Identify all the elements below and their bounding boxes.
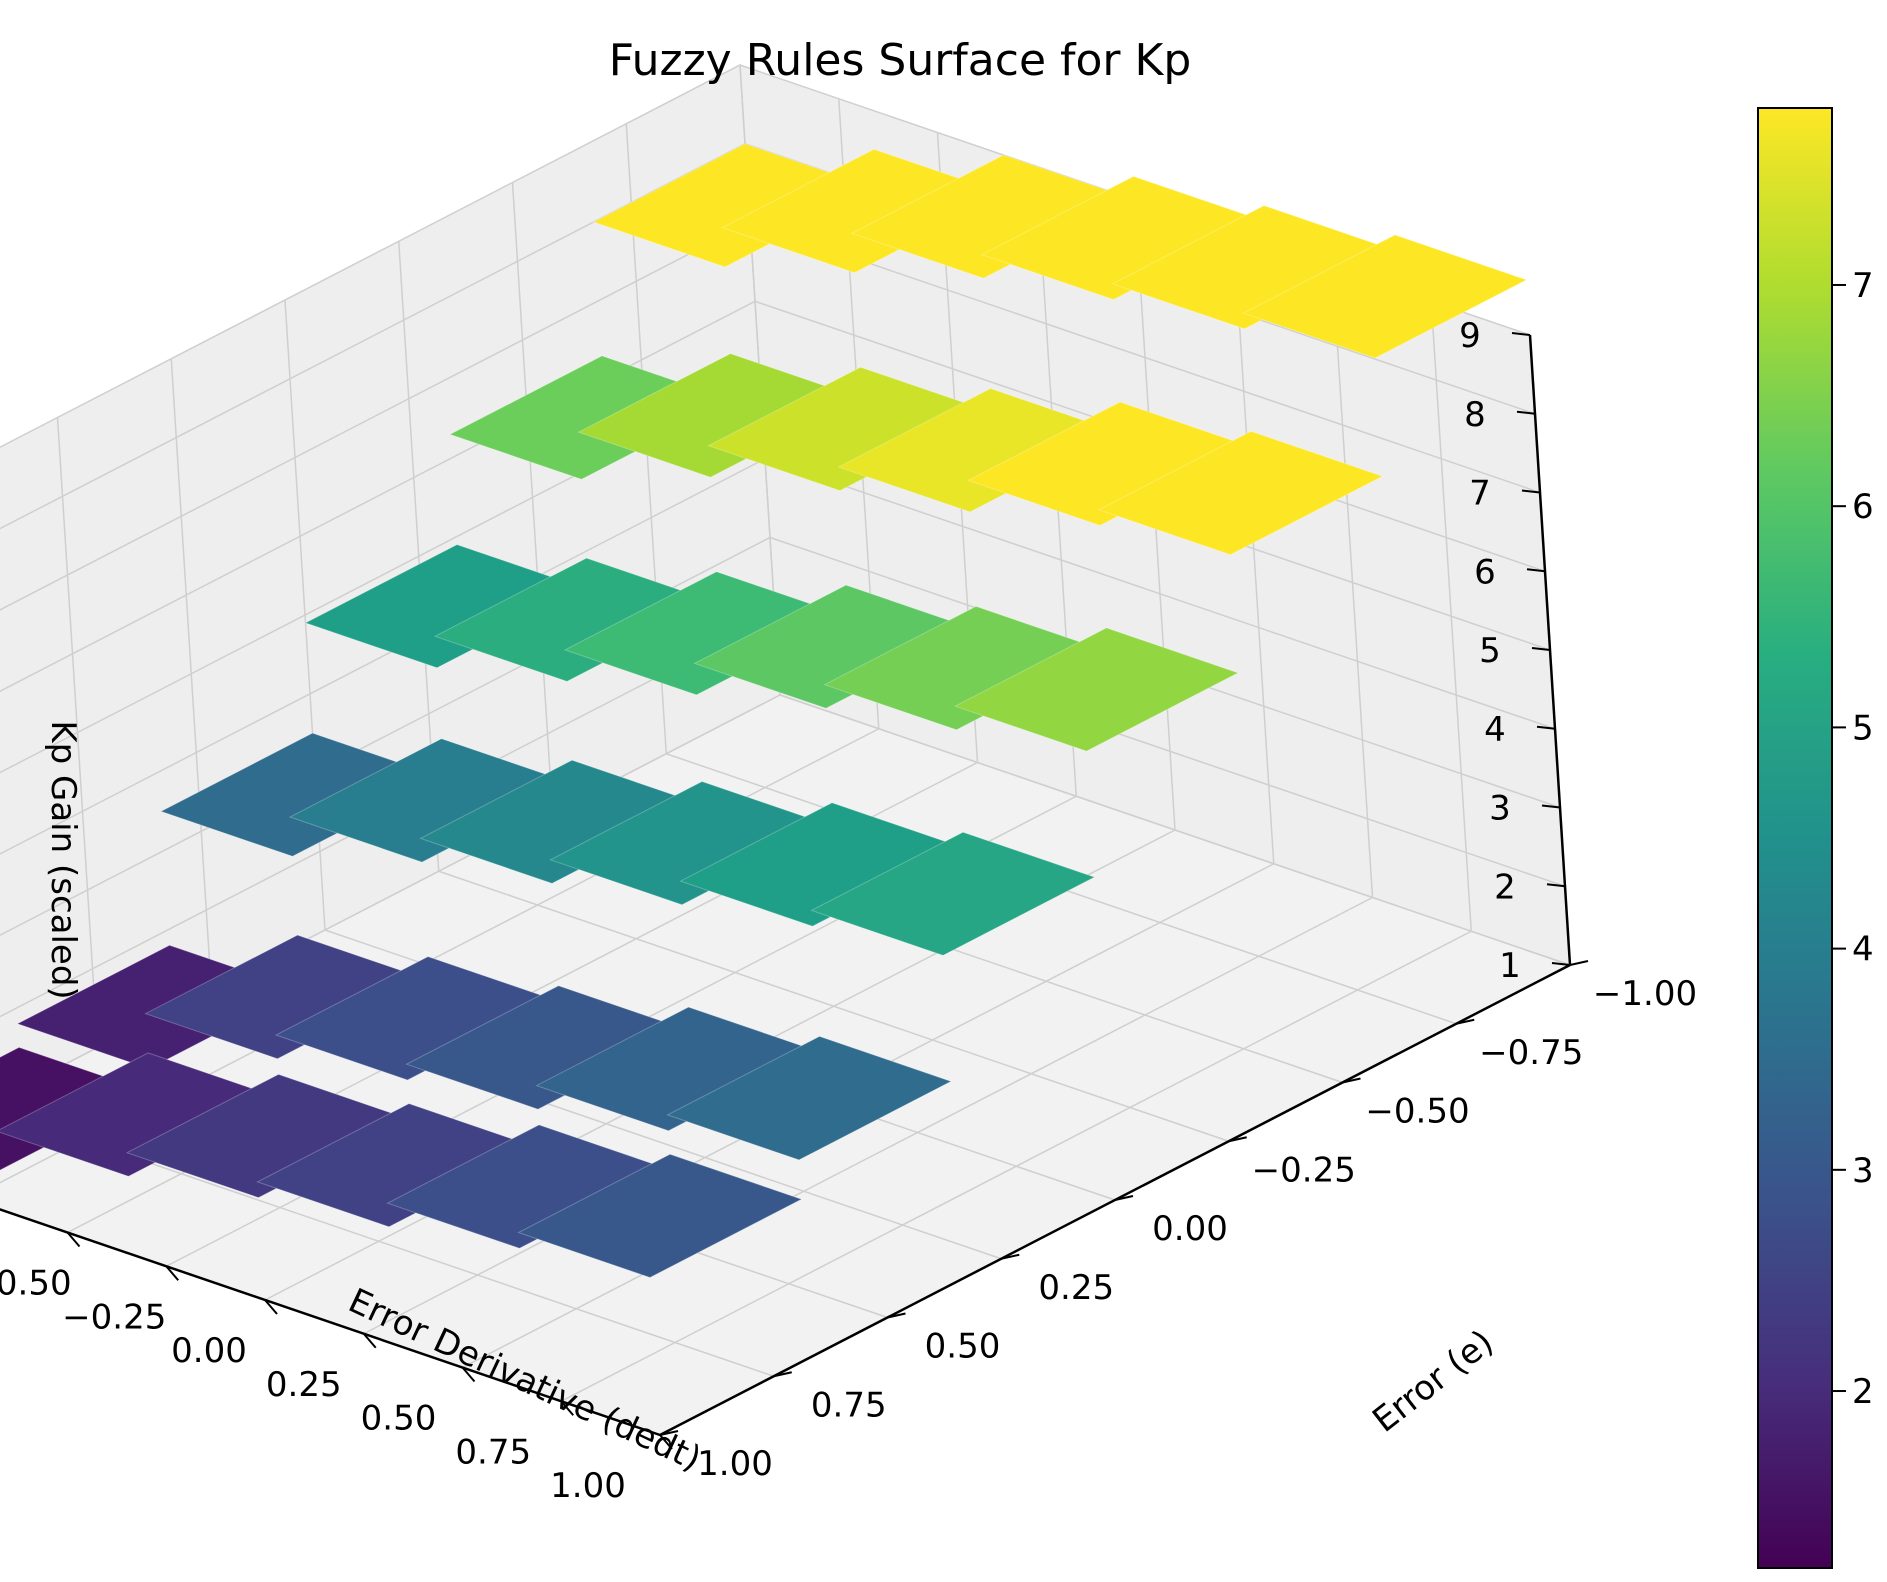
x-tick: [362, 1333, 377, 1349]
y-tick-label: 1.00: [697, 1444, 773, 1484]
surface-patch: [144, 934, 431, 1060]
colorbar: [1757, 107, 1833, 1569]
grid-line: [462, 896, 1373, 1369]
x-tick: [264, 1299, 278, 1315]
surface-patch: [405, 985, 692, 1110]
surface-patch: [288, 738, 575, 863]
z-tick: [1546, 883, 1566, 888]
z-tick-label: 2: [1494, 867, 1516, 907]
colorbar-tick-label: 3: [1852, 1151, 1874, 1191]
y-tick-label: 0.75: [811, 1385, 887, 1425]
x-tick-label: 0.50: [361, 1399, 437, 1439]
colorbar-tick-label: 6: [1852, 487, 1874, 527]
y-tick: [1456, 1018, 1475, 1025]
y-tick-label: 0.25: [1038, 1268, 1114, 1308]
y-tick: [1569, 960, 1589, 966]
z-tick-label: 8: [1464, 395, 1486, 435]
surface-patch: [256, 1103, 542, 1228]
x-tick-label: 0.75: [455, 1432, 531, 1472]
z-tick: [1531, 647, 1551, 651]
z-tick: [1536, 725, 1556, 730]
z-tick-label: 5: [1479, 631, 1501, 671]
surface-patch: [517, 1153, 803, 1279]
y-tick-label: 0.50: [925, 1327, 1001, 1367]
surface-patch: [837, 387, 1124, 513]
z-tick: [1526, 568, 1546, 573]
surface-patch: [810, 831, 1096, 956]
tick-labels: −1.00−0.75−0.50−0.250.000.250.500.751.00…: [0, 316, 1697, 1506]
colorbar-tick-label: 4: [1852, 930, 1874, 970]
surface-patch: [577, 353, 864, 478]
surface-patch: [433, 557, 720, 682]
surface-patch: [980, 175, 1267, 301]
y-tick-label: −0.75: [1479, 1033, 1583, 1073]
surface-patch: [666, 1035, 953, 1161]
surface-patch: [707, 366, 994, 492]
y-tick: [773, 1371, 792, 1378]
surface-patch: [563, 571, 850, 696]
surface-patch: [386, 1124, 673, 1249]
surface-patch: [125, 1073, 412, 1199]
surface-patch: [823, 605, 1110, 731]
y-tick: [1342, 1077, 1361, 1084]
y-tick-label: −1.00: [1593, 974, 1697, 1014]
surface-patch: [850, 154, 1137, 279]
y-tick-label: −0.25: [1252, 1150, 1356, 1190]
grid-line: [0, 536, 1561, 937]
z-tick-label: 4: [1484, 710, 1506, 750]
z-tick-label: 9: [1459, 316, 1481, 356]
surface-patch: [274, 956, 561, 1081]
surface-patch: [679, 802, 966, 927]
chart-title: Fuzzy Rules Surface for Kp: [609, 35, 1192, 86]
y-tick: [1114, 1195, 1134, 1201]
surface-patch: [549, 780, 835, 906]
z-tick: [1551, 962, 1571, 966]
surface-plot: [0, 143, 1528, 1279]
z-axis-label: Kp Gain (scaled): [43, 720, 83, 999]
surface-patch: [419, 759, 705, 884]
colorbar-ticks: 2 3 4 5 6 7: [1832, 266, 1874, 1412]
x-tick: [659, 1434, 673, 1450]
surface-patch: [1111, 205, 1398, 330]
y-tick-label: 0.00: [1152, 1209, 1228, 1249]
colorbar-tick-label: 2: [1852, 1372, 1874, 1412]
y-tick: [1228, 1136, 1247, 1143]
x-tick-label: 0.25: [266, 1365, 342, 1405]
x-tick-label: −0.25: [62, 1297, 166, 1337]
surface-patch: [0, 1052, 282, 1177]
x-tick-label: 1.00: [550, 1466, 626, 1506]
y-tick-label: −0.50: [1365, 1092, 1469, 1132]
x-tick-label: −0.50: [0, 1264, 72, 1304]
z-tick-label: 6: [1474, 552, 1496, 592]
z-tick: [1521, 489, 1541, 494]
surface-patch: [1097, 430, 1384, 556]
grid-line: [560, 930, 1472, 1402]
x-tick: [461, 1366, 476, 1383]
x-tick: [165, 1265, 180, 1281]
x-tick-label: 0.00: [171, 1331, 247, 1371]
y-tick: [659, 1430, 679, 1436]
surface-patch: [1242, 234, 1528, 359]
y-axis-label: Error (e): [1365, 1322, 1501, 1440]
z-tick: [1511, 332, 1531, 336]
x-tick: [66, 1231, 81, 1248]
colorbar-tick-label: 7: [1852, 266, 1874, 306]
surface-patch: [693, 584, 979, 709]
z-tick-label: 7: [1469, 474, 1491, 514]
x-tick: [560, 1400, 575, 1416]
z-tick-label: 1: [1499, 946, 1521, 986]
z-tick-label: 3: [1489, 789, 1511, 829]
surface-patch: [953, 627, 1240, 752]
surface-patch: [304, 544, 590, 669]
y-tick: [1001, 1253, 1020, 1260]
surface-patch: [966, 401, 1254, 527]
colorbar-tick-label: 5: [1852, 708, 1874, 748]
z-tick: [1541, 804, 1561, 809]
surface-patch: [535, 1006, 822, 1132]
y-tick: [887, 1312, 906, 1319]
z-tick: [1516, 410, 1536, 415]
